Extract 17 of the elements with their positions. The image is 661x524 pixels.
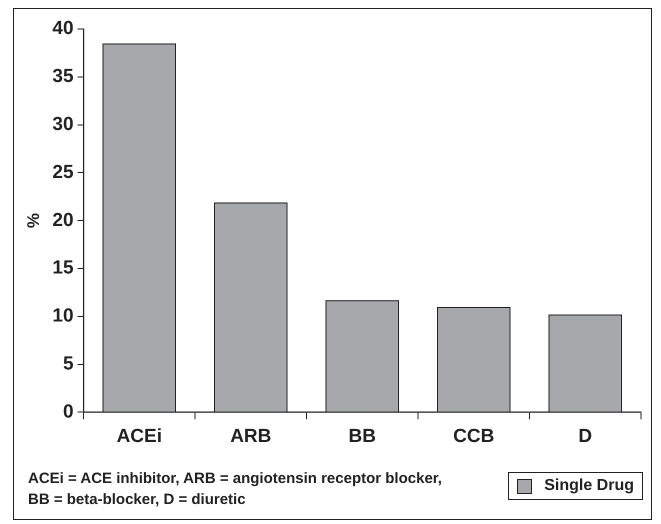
y-axis-title: %	[24, 213, 43, 228]
y-tick-label: 40	[52, 18, 74, 40]
legend-label: Single Drug	[544, 477, 634, 495]
y-tick-label: 15	[52, 258, 74, 279]
y-tick-label: 5	[62, 354, 74, 375]
x-tick-label: ACEi	[116, 426, 162, 447]
y-tick-label: 10	[52, 306, 74, 327]
text: ACEi = ACE inhibitor, ARB = angiotensin receptor blocker, BB = beta-blocker, D = diuretic	[28, 469, 443, 510]
x-tick-label: CCB	[453, 426, 494, 447]
y-tick-label: 20	[52, 210, 74, 231]
x-tick-label: BB	[348, 426, 376, 447]
y-tick-label: 35	[52, 66, 74, 88]
x-tick-label: D	[578, 426, 592, 447]
x-tick-label: ARB	[230, 426, 272, 447]
y-tick-label: 25	[52, 162, 74, 183]
y-tick-label: 0	[62, 401, 74, 422]
y-tick-label: 30	[52, 114, 74, 136]
